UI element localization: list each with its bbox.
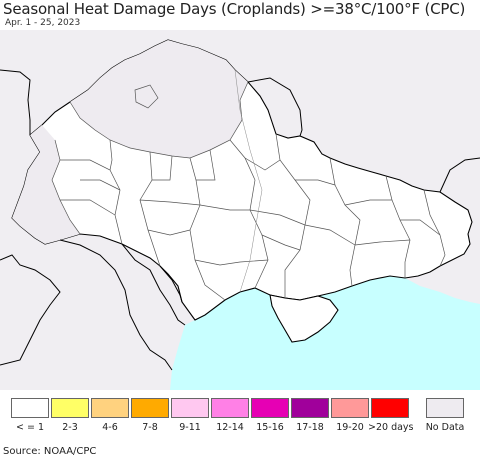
- legend: < = 1 2-3 4-6 7-8 9-11 12-14 15-16 17-18…: [11, 398, 471, 438]
- legend-swatch-12-14: [211, 398, 249, 418]
- legend-swatch-7-8: [131, 398, 169, 418]
- black-sea: [170, 276, 480, 390]
- legend-label-15-16: 15-16: [256, 422, 284, 433]
- legend-swatch-no-data: [426, 398, 464, 418]
- legend-label-no-data: No Data: [425, 422, 465, 433]
- no-data-west: [12, 125, 80, 244]
- map-subtitle: Apr. 1 - 25, 2023: [5, 18, 81, 28]
- legend-label-17-18: 17-18: [296, 422, 324, 433]
- legend-swatch-4-6: [91, 398, 129, 418]
- legend-label-9-11: 9-11: [179, 422, 201, 433]
- country-borders: [0, 69, 480, 371]
- crimea: [269, 294, 339, 343]
- legend-label-le1: < = 1: [15, 422, 44, 433]
- legend-swatch-2-3: [51, 398, 89, 418]
- legend-swatch-le1: [11, 398, 49, 418]
- legend-swatch-9-11: [171, 398, 209, 418]
- map-canvas: [0, 30, 480, 390]
- legend-swatch-19-20: [331, 398, 369, 418]
- legend-label-19-20: 19-20: [336, 422, 364, 433]
- rivers: [234, 69, 263, 293]
- legend-swatch-gt20: [371, 398, 409, 418]
- legend-label-4-6: 4-6: [102, 422, 118, 433]
- oblast-borders: [51, 81, 446, 301]
- legend-swatch-17-18: [291, 398, 329, 418]
- map-title: Seasonal Heat Damage Days (Croplands) >=…: [3, 0, 466, 18]
- legend-swatch-15-16: [251, 398, 289, 418]
- no-data-north: [70, 40, 248, 158]
- legend-label-12-14: 12-14: [216, 422, 244, 433]
- legend-label-7-8: 7-8: [142, 422, 158, 433]
- legend-label-gt20: >20 days: [368, 422, 414, 433]
- legend-label-2-3: 2-3: [62, 422, 78, 433]
- source-credit: Source: NOAA/CPC: [3, 446, 97, 457]
